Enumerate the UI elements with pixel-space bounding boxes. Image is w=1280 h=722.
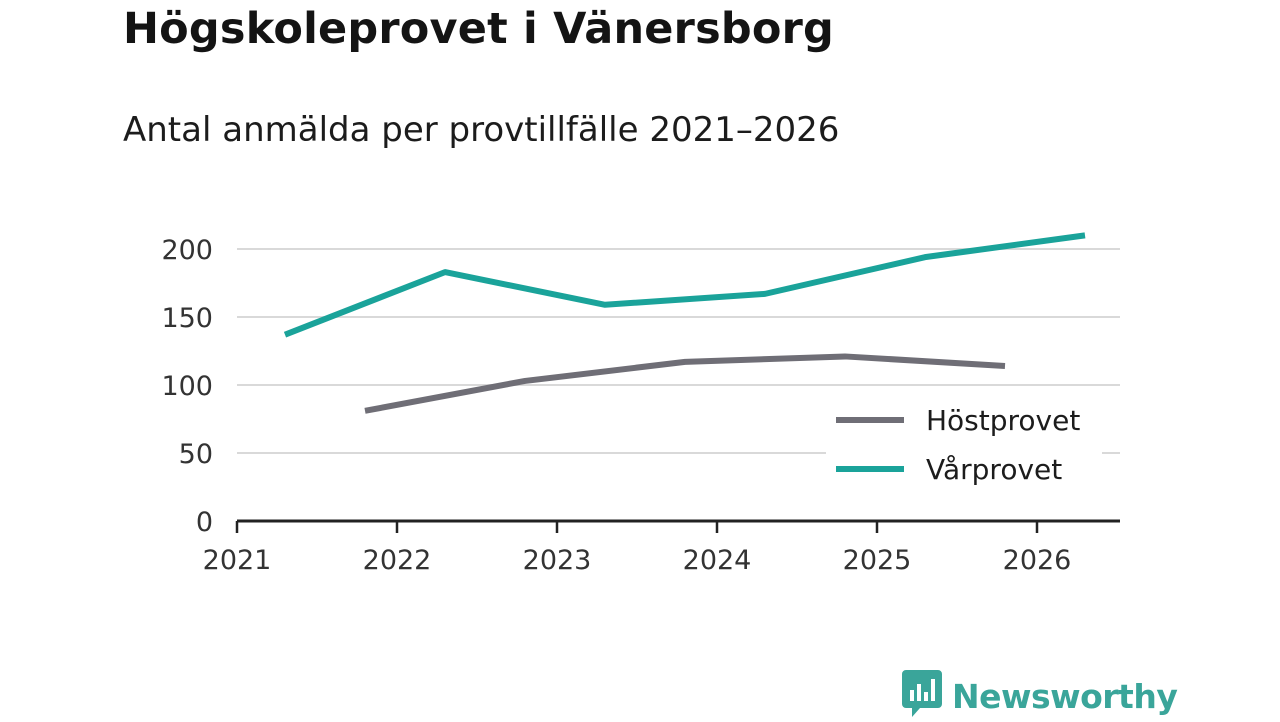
chart-subtitle: Antal anmälda per provtillfälle 2021–202… xyxy=(123,110,840,150)
y-tick-label: 150 xyxy=(161,303,213,334)
y-tick-label: 200 xyxy=(161,235,213,266)
y-tick-label: 0 xyxy=(196,507,213,538)
y-tick-label: 50 xyxy=(179,439,213,470)
bar-chart-speech-bubble-icon xyxy=(902,670,942,722)
x-tick-label: 2026 xyxy=(1003,545,1072,576)
legend-label: Vårprovet xyxy=(926,453,1062,486)
y-tick-label: 100 xyxy=(161,371,213,402)
x-tick-label: 2023 xyxy=(523,545,592,576)
series-line-vårprovet xyxy=(283,232,1086,338)
legend-background xyxy=(826,398,1102,494)
x-tick-label: 2024 xyxy=(683,545,752,576)
series-line-höstprovet xyxy=(364,353,1006,414)
x-tick-label: 2021 xyxy=(203,545,272,576)
legend-label: Höstprovet xyxy=(926,404,1080,437)
x-tick-label: 2025 xyxy=(843,545,912,576)
chart-title: Högskoleprovet i Vänersborg xyxy=(123,4,834,54)
newsworthy-logo: Newsworthy xyxy=(902,670,1178,722)
brand-name: Newsworthy xyxy=(952,676,1178,716)
x-tick-label: 2022 xyxy=(363,545,432,576)
